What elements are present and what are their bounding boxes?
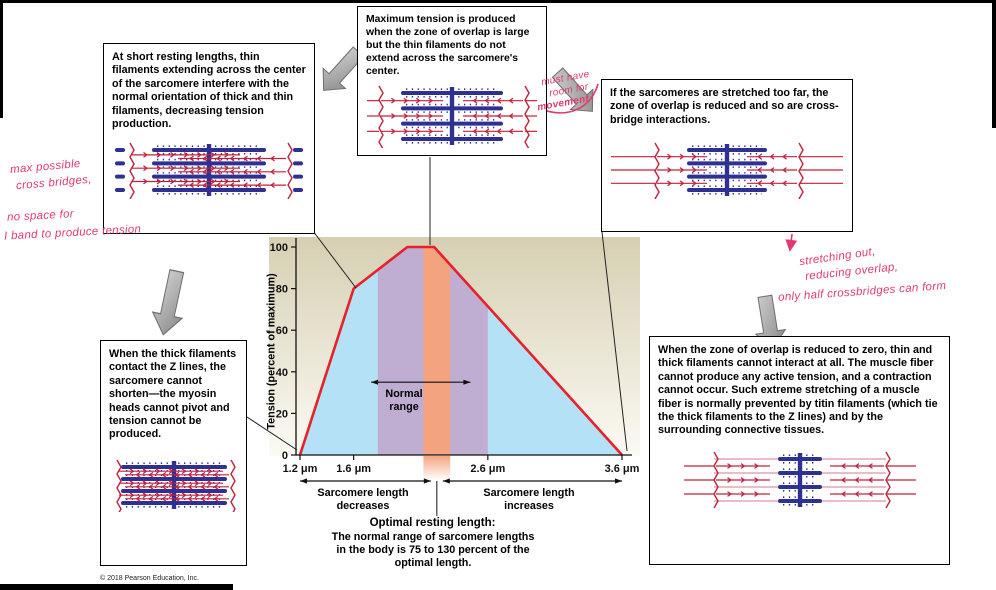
callout-short-resting-lengths: At short resting lengths, thin filaments… — [103, 43, 315, 234]
y-tick-label: 20 — [276, 408, 288, 420]
callout-text: At short resting lengths, thin filaments… — [112, 51, 306, 130]
sarcomere-compressed-illustration — [115, 459, 236, 512]
axes — [295, 238, 632, 456]
tick-labels: 0 20 40 60 80 100 1.2 μm 1.6 μm 2.6 μm 3.6 μm — [270, 242, 640, 475]
tension-curve — [298, 245, 623, 456]
connector-lines — [246, 157, 628, 452]
copyright-notice: © 2018 Pearson Education, Inc. — [100, 575, 199, 582]
x-tick-label: 2.6 μm — [470, 463, 505, 475]
y-axis-label: Tension (percent of maximum) — [265, 273, 278, 430]
x-tick-label: 1.2 μm — [283, 463, 318, 475]
sarcomere-overstretched-illustration — [683, 451, 916, 508]
ink-down-arrow-icon — [785, 233, 798, 252]
screen-edge-bottom — [0, 584, 233, 590]
callout-maximum-tension: Maximum tension is produced when the zon… — [357, 6, 547, 156]
optimal-resting-length-body: The normal range of sarcomere lengths in… — [331, 531, 535, 569]
callout-text: When the zone of overlap is reduced to z… — [658, 344, 938, 437]
y-tick-label: 0 — [282, 450, 288, 462]
optimal-resting-length-title: Optimal resting length: — [369, 517, 496, 529]
callout-text: When the thick filaments contact the Z l… — [109, 348, 237, 441]
flow-arrows — [151, 46, 787, 349]
connector-top-left — [312, 230, 357, 289]
screen-edge-top — [0, 0, 996, 3]
sarcomere-stretched-illustration — [611, 142, 843, 200]
callout-text: Maximum tension is produced when the zon… — [366, 14, 530, 77]
screen-edge-right — [992, 0, 996, 128]
sarcomere-length-decreases-label: Sarcomere length decreases — [317, 487, 409, 512]
callout-text: If the sarcomeres are stretched too far,… — [610, 87, 839, 126]
normal-range-label: Normal range — [385, 388, 423, 413]
y-tick-label: 60 — [276, 325, 288, 337]
callout-zone-of-overlap-zero: When the zone of overlap is reduced to z… — [649, 336, 950, 565]
optimal-band-fade — [423, 456, 451, 480]
optimal-resting-length-band — [423, 247, 451, 455]
sarcomere-optimal-illustration — [367, 86, 537, 149]
callout-stretched-too-far: If the sarcomeres are stretched too far,… — [601, 79, 853, 232]
flow-arrow-to-bottom-left-icon — [151, 269, 185, 336]
connector-bottom-left — [246, 416, 298, 451]
y-tick-label: 40 — [276, 367, 288, 379]
connector-top-right — [601, 231, 628, 452]
flow-arrow-to-top-right-icon — [551, 67, 594, 112]
x-tick-label: 3.6 μm — [605, 463, 640, 475]
screen-edge-left — [0, 0, 3, 118]
callout-thick-filaments-contact-z-lines: When the thick filaments contact the Z l… — [100, 340, 247, 566]
sarcomere-short-illustration — [115, 142, 303, 200]
x-tick-label: 1.6 μm — [336, 463, 371, 475]
y-tick-label: 80 — [276, 284, 288, 296]
y-tick-label: 100 — [270, 242, 288, 254]
sarcomere-length-increases-label: Sarcomere length increases — [483, 487, 575, 512]
